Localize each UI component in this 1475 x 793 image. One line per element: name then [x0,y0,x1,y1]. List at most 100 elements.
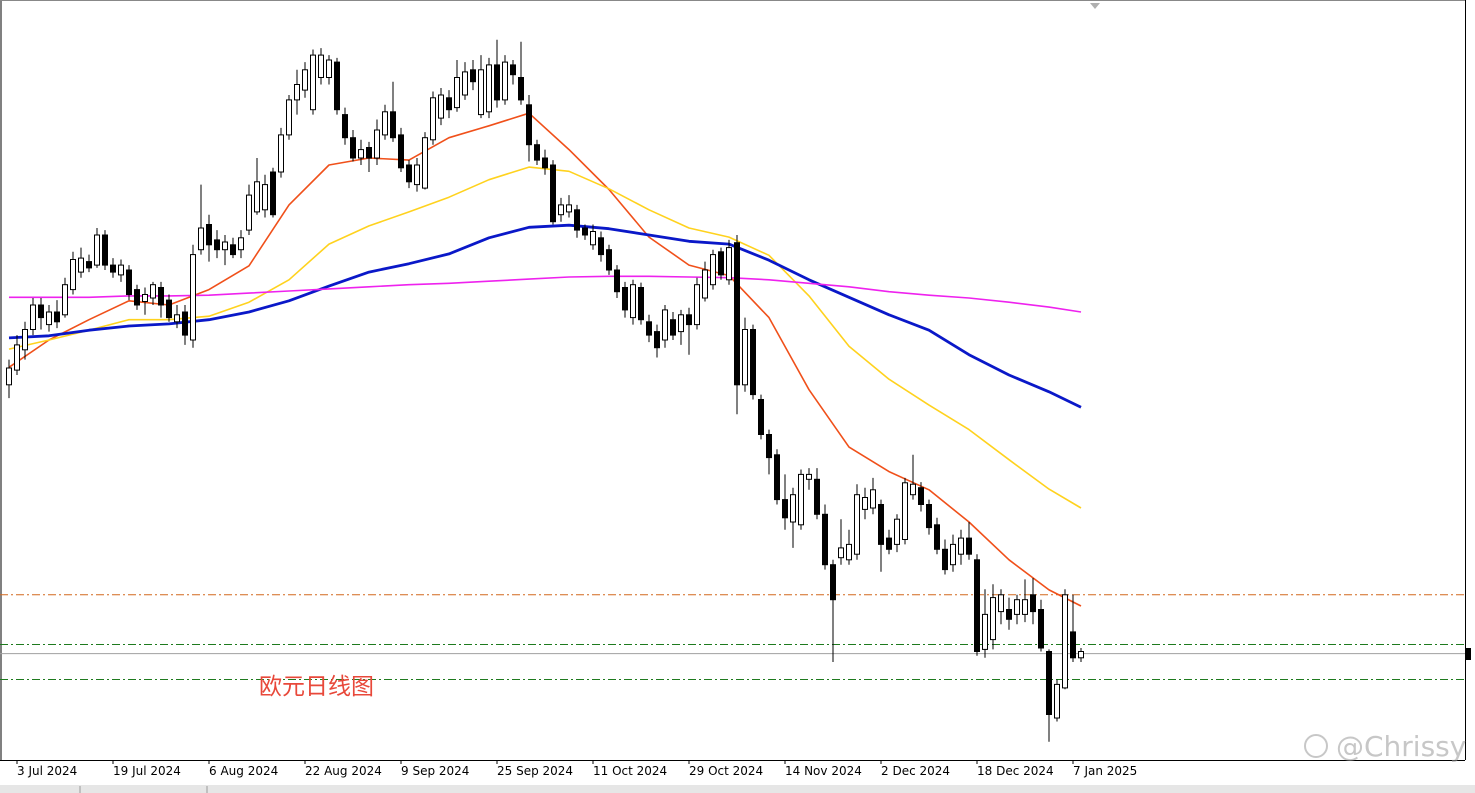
x-tick-label: 25 Sep 2024 [497,764,573,778]
candle-body [390,111,396,139]
moving-average [8,223,1082,409]
candle-body [1006,609,1012,620]
candle-body [926,504,932,529]
candle-body [86,261,92,269]
price-marker [1465,648,1471,660]
candle-body [894,518,900,545]
moving-average [8,166,1082,509]
candle-body [30,304,36,330]
x-tick-label: 7 Jan 2025 [1073,764,1137,778]
candle-body [102,234,108,266]
candle-body [38,304,44,319]
annotation: 欧元日线图 [259,674,374,700]
candle-body [174,314,180,323]
candle-body [382,111,388,136]
candle-body [118,264,124,276]
moving-average [9,275,1082,313]
candle-body [374,129,380,159]
x-tick-label: 9 Sep 2024 [401,764,469,778]
candle-body [454,77,460,109]
moving-average [8,112,1082,607]
candle-body [566,204,572,213]
candle-body [486,64,492,113]
candle-body [958,537,964,555]
candle-body [414,164,420,186]
candle-body [718,251,724,276]
moving-averages [8,112,1082,607]
candle-body [886,537,892,550]
candle-body [950,543,956,566]
candle-body [126,269,132,295]
candle-body [598,237,604,256]
x-axis: 3 Jul 2024 19 Jul 2024 6 Aug 2024 22 Aug 20… [16,760,1137,778]
candle-body [686,314,692,326]
candle-body [70,259,76,291]
candle-body [470,69,476,83]
candle-body [910,483,916,496]
candle-body [350,137,356,159]
candle-body [782,499,788,519]
candle-body [294,84,300,101]
x-tick-label: 19 Jul 2024 [113,764,181,778]
watermark: @Chrissy [1336,730,1466,763]
candle-body [358,149,364,159]
candle-body [670,319,676,336]
candle-body [990,597,996,641]
x-tick-label: 14 Nov 2024 [785,764,862,778]
candle-body [526,104,532,146]
candle-body [1078,651,1084,659]
candle-body [790,494,796,523]
candle-body [166,299,172,319]
candle-body [150,284,156,299]
candle-body [254,181,260,213]
candle-body [62,284,68,316]
candle-body [622,287,628,311]
candle-body [1062,594,1068,689]
candle-body [942,548,948,571]
candle-body [726,247,732,281]
x-tick-label: 2 Dec 2024 [881,764,950,778]
candle-body [918,487,924,506]
candle-body [830,564,836,601]
tab-bar [0,785,1475,793]
candle-body [1054,683,1060,719]
candle-body [806,473,812,480]
candle-body [534,144,540,161]
x-tick-label: 18 Dec 2024 [977,764,1054,778]
candle-body [342,114,348,139]
candle-body [550,164,556,223]
candle-body [54,311,60,323]
candle-body [246,194,252,231]
candle-body [190,254,196,341]
candle-body [678,314,684,333]
candle-body [574,209,580,231]
candle-body [710,254,716,286]
candle-body [278,134,284,173]
candle-body [582,227,588,236]
candle-body [398,134,404,169]
candle-body [982,613,988,650]
candle-body [750,329,756,396]
candle-body [286,99,292,136]
candle-body [974,559,980,652]
candle-body [78,257,84,273]
candle-body [366,147,372,159]
candle-body [302,69,308,91]
candle-body [1022,599,1028,615]
candle-body [822,513,828,566]
x-tick-label: 3 Jul 2024 [17,764,77,778]
candle-body [814,478,820,515]
candle-body [510,64,516,76]
candle-body [518,77,524,101]
candle-body [270,171,276,216]
x-tick-label: 29 Oct 2024 [689,764,763,778]
candle-body [998,594,1004,613]
candle-body [462,71,468,96]
candle-body [702,269,708,299]
candle-body [198,227,204,251]
candle-body [438,94,444,119]
candle-body [214,239,220,251]
candle-body [6,367,12,386]
candle-body [238,237,244,251]
